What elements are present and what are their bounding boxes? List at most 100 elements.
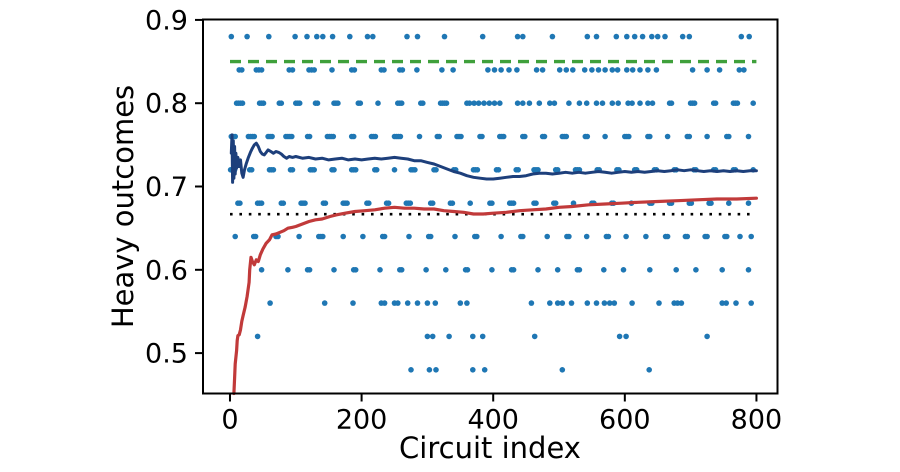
scatter-point: [424, 333, 431, 340]
scatter-point: [686, 133, 693, 140]
scatter-point: [289, 167, 296, 173]
scatter-point: [404, 33, 410, 40]
scatter-point: [674, 300, 681, 306]
scatter-point: [539, 67, 546, 73]
scatter-point: [304, 33, 310, 40]
scatter-point: [629, 100, 635, 106]
scatter-point: [452, 233, 458, 240]
scatter-point: [616, 333, 623, 340]
scatter-point: [528, 300, 535, 306]
scatter-point: [649, 33, 655, 40]
scatter-point: [370, 33, 376, 40]
scatter-point: [251, 133, 258, 140]
scatter-point: [631, 33, 638, 40]
scatter-point: [593, 300, 600, 306]
scatter-point: [320, 33, 326, 40]
scatter-point: [321, 300, 328, 306]
scatter-point: [485, 67, 491, 73]
y-tick-label: 0.9: [145, 5, 188, 36]
scatter-point: [566, 233, 572, 240]
cumulative-mean-line: [232, 196, 759, 396]
scatter-point: [391, 167, 398, 173]
scatter-point: [570, 67, 576, 73]
scatter-point: [689, 67, 696, 73]
scatter-point: [239, 100, 246, 106]
y-tick-label: 0.5: [145, 339, 188, 370]
scatter-point: [266, 33, 272, 40]
scatter-point: [381, 233, 388, 240]
scatter-point: [398, 100, 405, 106]
scatter-point: [489, 200, 495, 206]
scatter-point: [314, 33, 320, 40]
scatter-point: [554, 300, 561, 306]
scatter-point: [589, 67, 595, 73]
scatter-point: [556, 67, 563, 73]
scatter-point: [497, 100, 503, 106]
scatter-point: [248, 167, 255, 173]
scatter-point: [329, 33, 336, 40]
scatter-point: [584, 300, 591, 306]
scatter-point: [498, 67, 504, 73]
scatter-point: [470, 367, 476, 373]
scatter-point: [491, 67, 498, 73]
plot-layers: 0 200 400 600 800 0.5 0.6 0.7 0.8 0.9: [145, 5, 782, 435]
scatter-point: [662, 33, 668, 40]
scatter-point: [736, 67, 743, 73]
scatter-point: [331, 267, 337, 273]
scatter-point: [464, 300, 470, 306]
scatter-point: [673, 267, 679, 273]
scatter-point: [624, 33, 630, 40]
scatter-point: [500, 133, 507, 140]
scatter-point: [381, 300, 388, 306]
scatter-point: [489, 267, 495, 273]
scatter-point: [554, 167, 561, 173]
scatter-point: [637, 100, 643, 106]
scatter-point: [398, 267, 405, 273]
scatter-point: [280, 200, 287, 206]
x-tick-label: 200: [336, 405, 388, 436]
scatter-point: [726, 133, 732, 140]
scatter-point: [724, 233, 730, 240]
scatter-point: [522, 133, 528, 140]
scatter-point: [443, 100, 450, 106]
x-axis-ticks: 0 200 400 600 800: [221, 393, 782, 436]
scatter-point: [446, 333, 452, 340]
scatter-point: [407, 200, 414, 206]
scatter-point: [719, 267, 725, 273]
scatter-point: [601, 300, 608, 306]
scatter-point: [416, 133, 423, 140]
scatter-point: [479, 333, 486, 340]
scatter-point: [563, 133, 570, 140]
scatter-point: [601, 267, 607, 273]
scatter-point: [267, 300, 273, 306]
scatter-point: [352, 167, 359, 173]
x-axis-label: Circuit index: [399, 431, 581, 465]
scatter-point: [643, 233, 649, 240]
scatter-point: [748, 300, 754, 306]
scatter-point: [258, 267, 265, 273]
scatter-point: [479, 33, 486, 40]
x-tick-label: 600: [599, 405, 651, 436]
scatter-point: [679, 33, 686, 40]
scatter-point: [678, 300, 685, 306]
scatter-point: [311, 67, 318, 73]
y-axis-ticks: 0.5 0.6 0.7 0.8 0.9: [145, 5, 203, 370]
scatter-point: [406, 233, 412, 240]
scatter-point: [595, 67, 602, 73]
scatter-point: [441, 33, 448, 40]
scatter-point: [467, 200, 474, 206]
scatter-point: [536, 100, 543, 106]
scatter-point: [599, 100, 606, 106]
scatter-point: [624, 67, 630, 73]
scatter-point: [399, 67, 406, 73]
scatter-point: [427, 233, 434, 240]
scatter-point: [372, 133, 379, 140]
scatter-point: [686, 33, 693, 40]
scatter-point: [708, 200, 714, 206]
scatter-point: [381, 67, 387, 73]
scatter-point: [474, 233, 480, 240]
scatter-point: [457, 300, 464, 306]
scatter-point: [704, 133, 710, 140]
scatter-point: [547, 300, 553, 306]
scatter-point: [559, 300, 566, 306]
